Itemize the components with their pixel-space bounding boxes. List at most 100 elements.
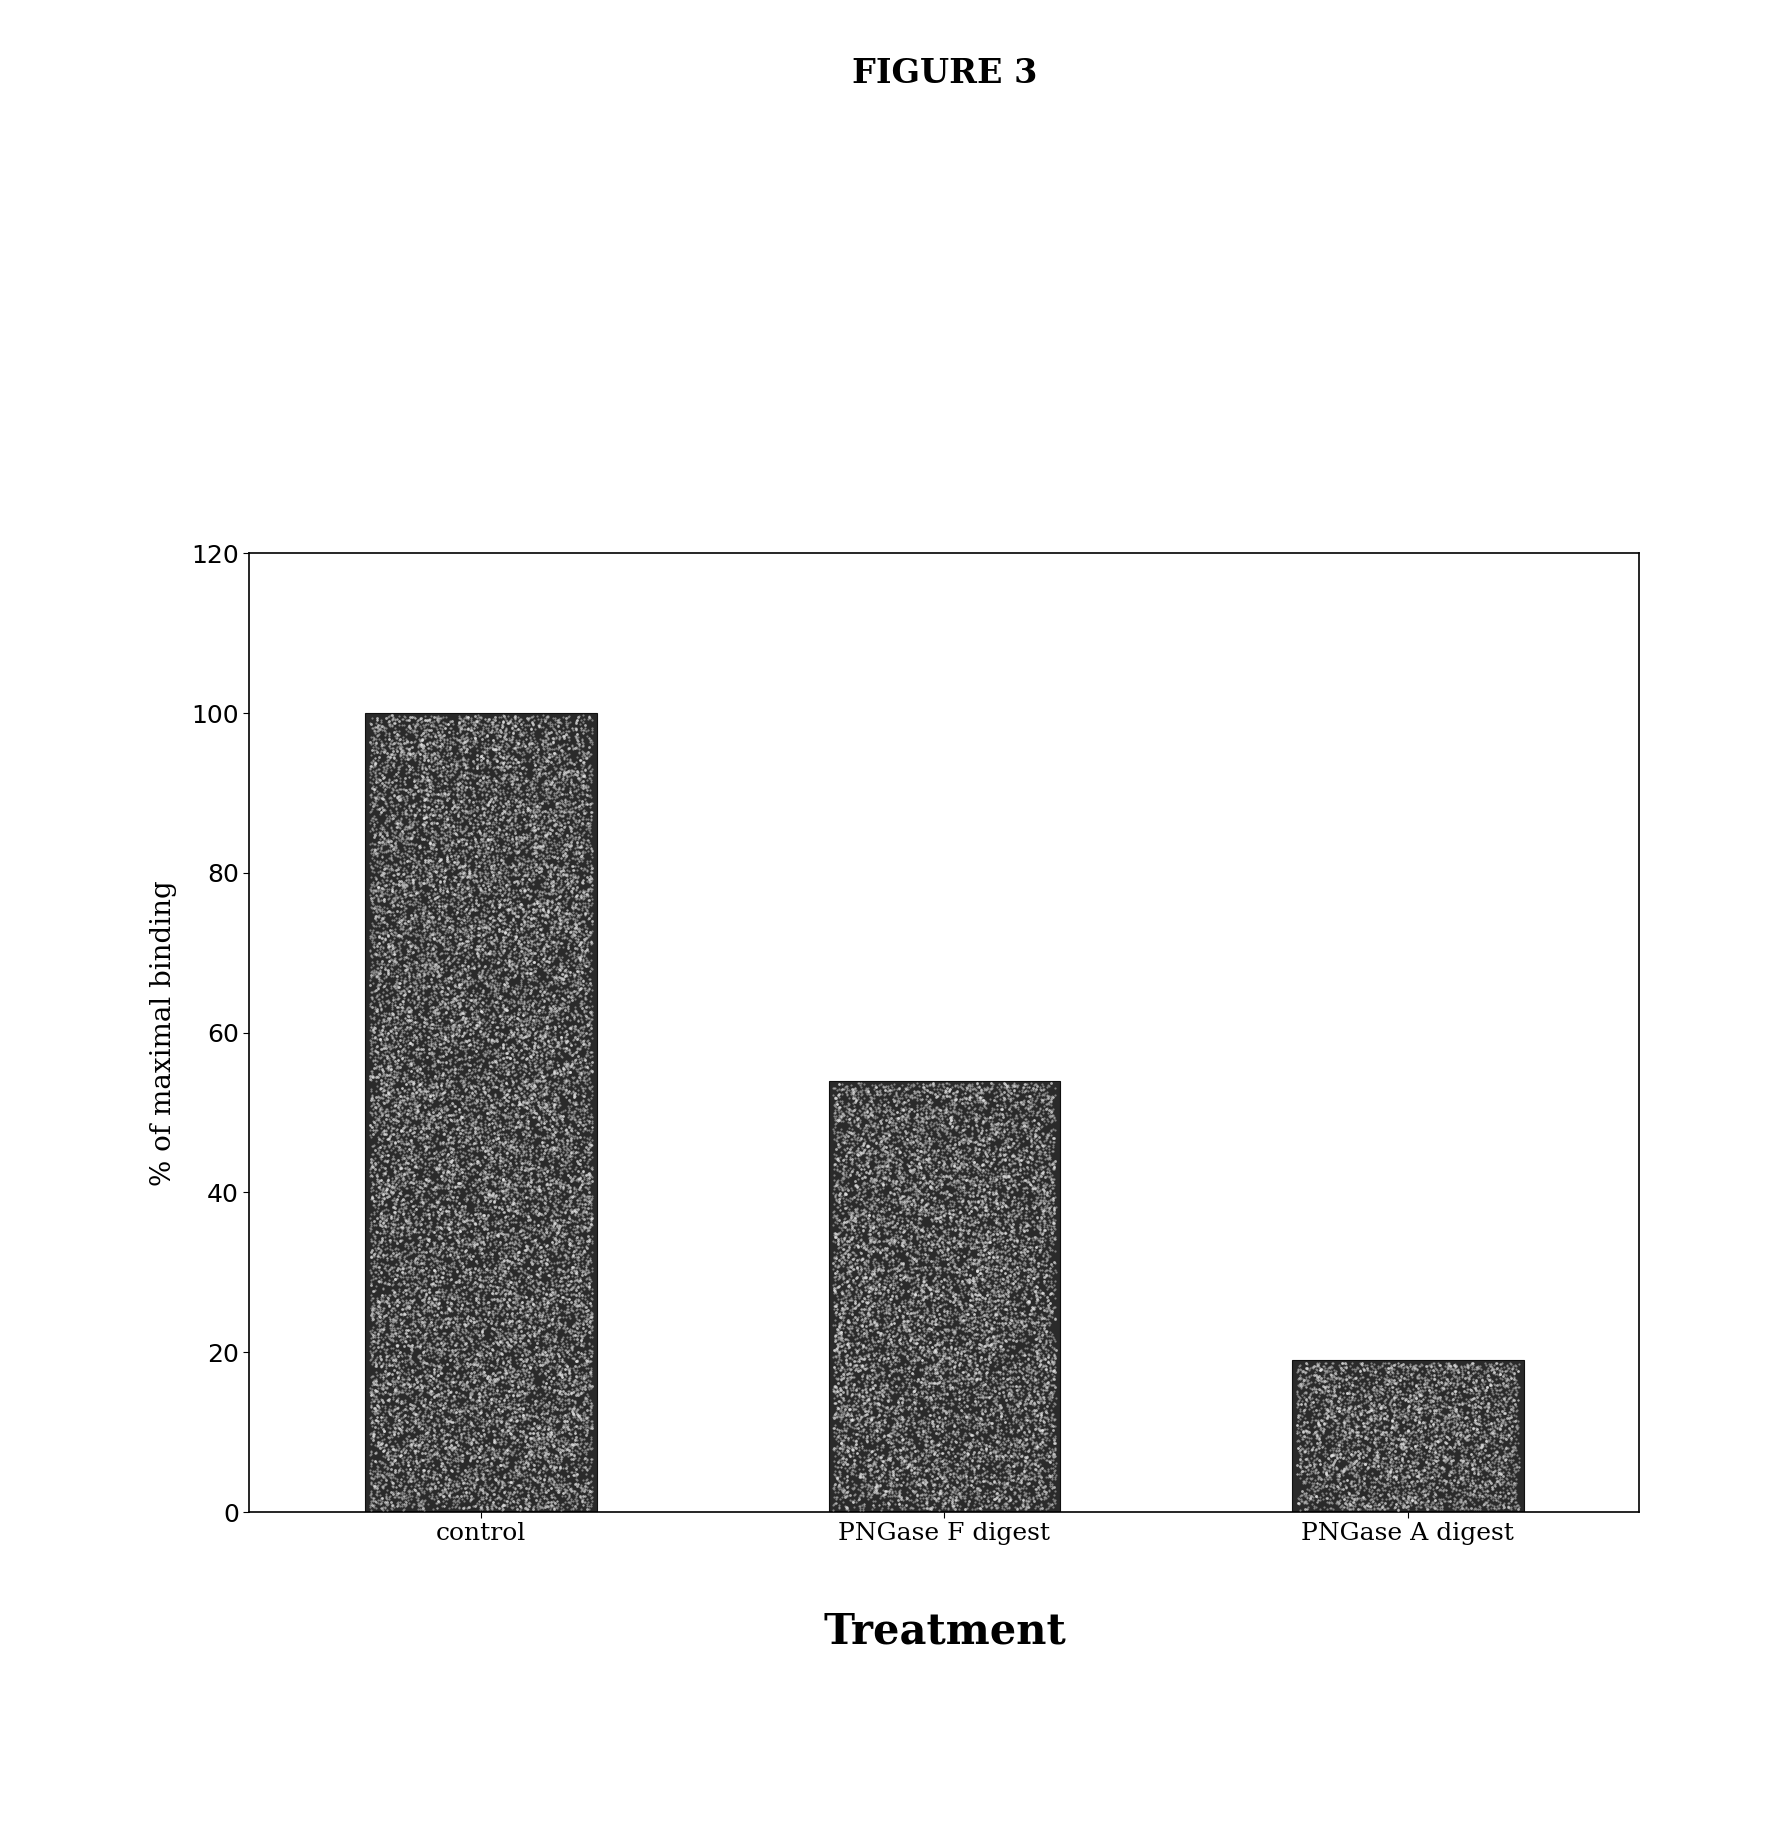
Point xyxy=(577,1322,606,1352)
Point xyxy=(1361,1490,1390,1519)
Point xyxy=(570,1302,599,1331)
Point xyxy=(568,1018,597,1047)
Point xyxy=(1440,1413,1468,1442)
Point xyxy=(1308,1377,1336,1407)
Point xyxy=(836,1138,864,1167)
Point xyxy=(1003,1396,1032,1425)
Point xyxy=(469,1320,497,1350)
Point xyxy=(1365,1405,1394,1435)
Point xyxy=(449,728,478,758)
Point xyxy=(547,1414,576,1444)
Point xyxy=(428,922,456,952)
Point xyxy=(1026,1339,1055,1368)
Point xyxy=(948,1156,977,1186)
Point xyxy=(558,876,586,905)
Point xyxy=(893,1101,921,1130)
Point xyxy=(442,795,470,824)
Point xyxy=(497,1403,526,1433)
Point xyxy=(1415,1472,1443,1501)
Point xyxy=(419,870,447,900)
Point xyxy=(838,1125,866,1154)
Point xyxy=(989,1213,1018,1243)
Point xyxy=(841,1276,870,1306)
Point xyxy=(527,1472,556,1501)
Point xyxy=(1404,1398,1433,1427)
Point xyxy=(859,1232,887,1261)
Point xyxy=(1304,1409,1333,1438)
Point xyxy=(504,1313,533,1342)
Point xyxy=(1449,1389,1477,1418)
Point xyxy=(1463,1352,1492,1381)
Point xyxy=(570,979,599,1009)
Point xyxy=(939,1374,968,1403)
Point xyxy=(485,1293,513,1322)
Point xyxy=(980,1322,1009,1352)
Point xyxy=(372,974,401,1003)
Point xyxy=(549,985,577,1014)
Point xyxy=(848,1093,877,1123)
Point xyxy=(426,1374,454,1403)
Point xyxy=(476,824,504,854)
Point xyxy=(396,1326,424,1355)
Point xyxy=(1016,1383,1044,1413)
Point xyxy=(474,970,503,999)
Point xyxy=(1353,1490,1381,1519)
Point xyxy=(561,1088,590,1117)
Point xyxy=(517,1307,545,1337)
Point xyxy=(463,1071,492,1101)
Point xyxy=(560,909,588,939)
Point xyxy=(453,1477,481,1507)
Point xyxy=(953,1188,982,1217)
Point xyxy=(513,1213,542,1243)
Point xyxy=(501,990,529,1020)
Point xyxy=(971,1460,1000,1490)
Point xyxy=(1338,1459,1367,1488)
Point xyxy=(422,1081,451,1110)
Point xyxy=(538,1317,567,1346)
Point xyxy=(538,1188,567,1217)
Point xyxy=(551,1475,579,1505)
Point xyxy=(572,1171,601,1200)
Point xyxy=(911,1138,939,1167)
Point xyxy=(372,811,401,841)
Point xyxy=(358,1302,387,1331)
Point xyxy=(928,1341,957,1370)
Point xyxy=(977,1298,1005,1328)
Point xyxy=(358,791,387,821)
Point xyxy=(419,1263,447,1293)
Point xyxy=(456,1258,485,1287)
Point xyxy=(1490,1481,1518,1510)
Point xyxy=(536,728,565,758)
Point xyxy=(848,1411,877,1440)
Point xyxy=(1392,1488,1420,1518)
Point xyxy=(1021,1307,1050,1337)
Point xyxy=(360,804,388,833)
Point xyxy=(928,1272,957,1302)
Point xyxy=(577,1199,606,1228)
Point xyxy=(1369,1411,1397,1440)
Point xyxy=(952,1409,980,1438)
Point xyxy=(568,771,597,800)
Point xyxy=(449,1335,478,1365)
Point xyxy=(433,780,462,810)
Point xyxy=(859,1333,887,1363)
Point xyxy=(374,1047,403,1077)
Point xyxy=(852,1289,880,1318)
Point xyxy=(494,1436,522,1466)
Point xyxy=(520,787,549,817)
Point xyxy=(1436,1365,1465,1394)
Point xyxy=(1472,1381,1500,1411)
Point xyxy=(374,1289,403,1318)
Point xyxy=(388,869,417,898)
Point xyxy=(1342,1481,1370,1510)
Point xyxy=(820,1348,848,1377)
Point xyxy=(916,1256,944,1285)
Point xyxy=(946,1197,975,1226)
Point xyxy=(1007,1307,1035,1337)
Point xyxy=(531,1453,560,1483)
Point xyxy=(394,1422,422,1451)
Point xyxy=(1438,1385,1467,1414)
Point xyxy=(966,1377,994,1407)
Point xyxy=(864,1200,893,1230)
Point xyxy=(356,952,385,981)
